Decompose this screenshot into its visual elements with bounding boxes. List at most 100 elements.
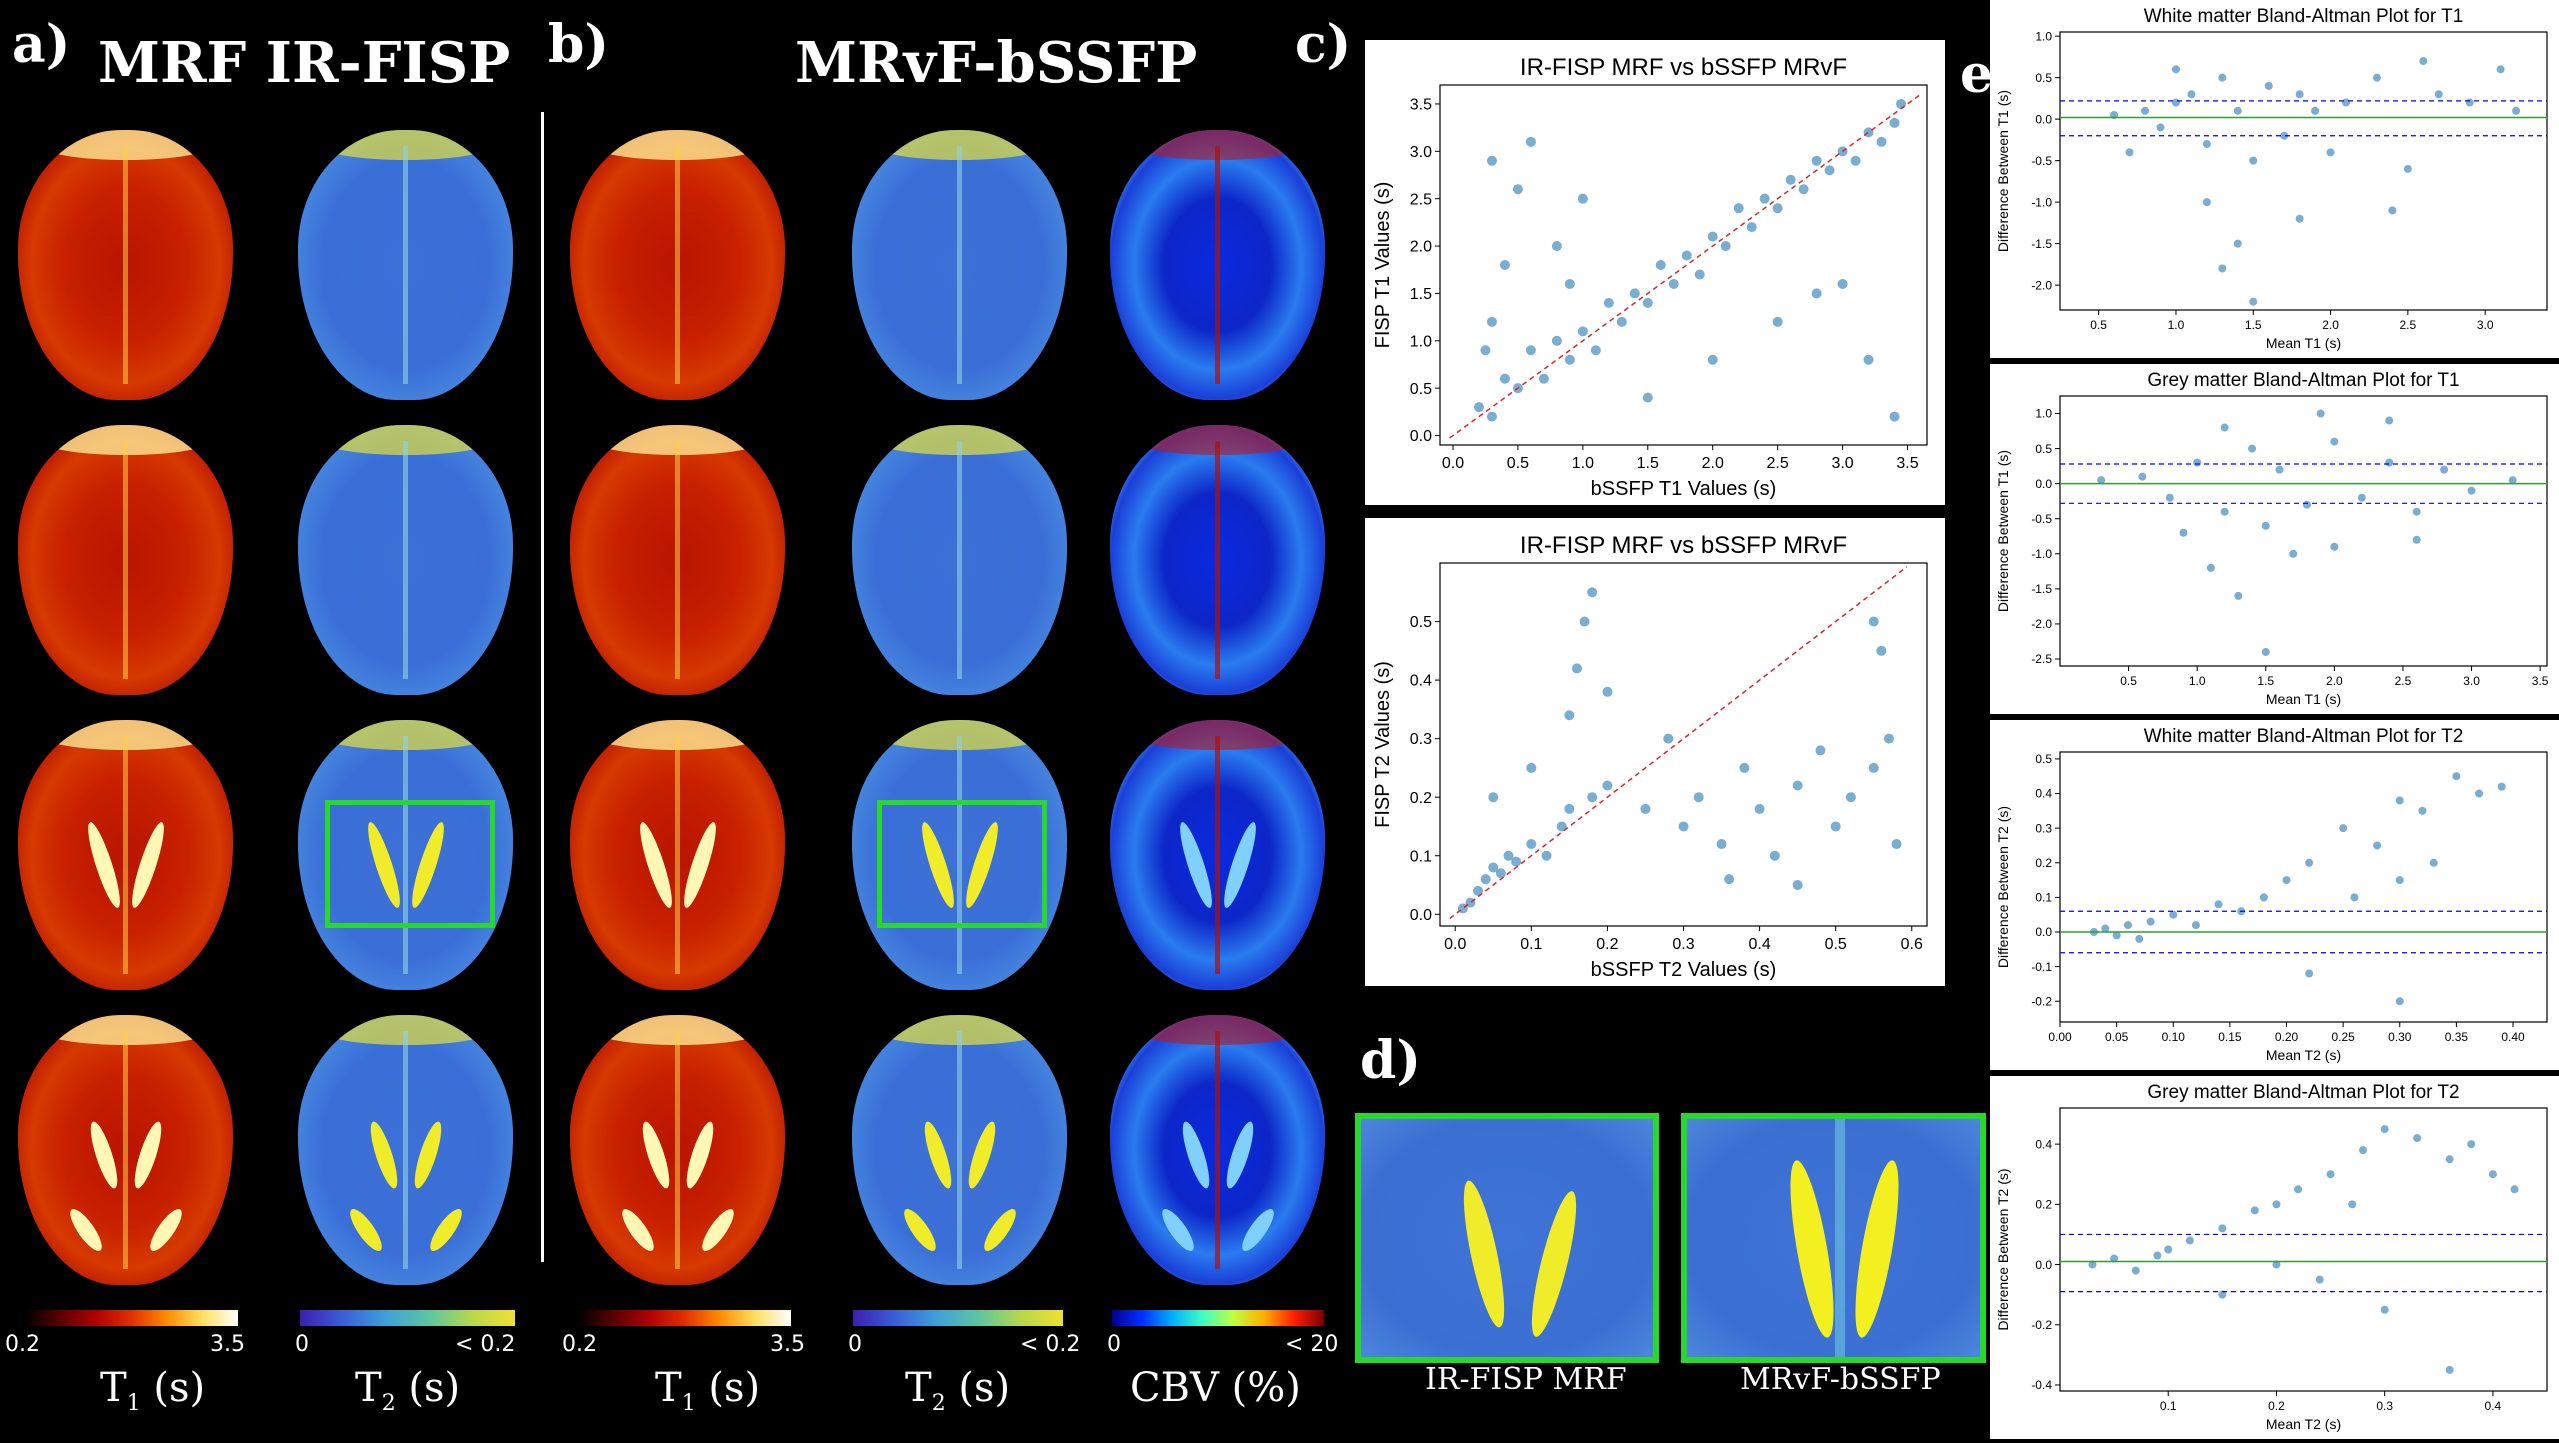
brain-midline-fissure [403, 441, 408, 679]
data-point [2110, 1254, 2119, 1263]
brain-ventricle-posterior [1237, 1204, 1279, 1256]
x-tick-label: 0.20 [2275, 1030, 2299, 1044]
data-point [2275, 465, 2284, 474]
plot-frame [1439, 84, 1928, 446]
roi-box-b [877, 800, 1047, 928]
data-point [2135, 934, 2144, 943]
data-point [2233, 106, 2242, 115]
data-point [2191, 921, 2200, 930]
data-point [1499, 373, 1510, 384]
y-tick-label: 0.0 [2035, 925, 2052, 939]
data-point [1488, 862, 1499, 873]
brain-midline-fissure [123, 736, 128, 974]
data-point [1889, 411, 1900, 422]
data-point [1868, 762, 1879, 773]
x-tick-label: 2.0 [2326, 674, 2343, 688]
data-point [2311, 106, 2320, 115]
data-point [1811, 155, 1822, 166]
data-point [2206, 563, 2215, 572]
t2-colorbar-a-max: < 0.2 [455, 1332, 516, 1357]
data-point [2359, 1146, 2368, 1155]
cbv-colorbar-min: 0 [1107, 1332, 1121, 1357]
y-axis-label: Difference Between T2 (s) [1995, 1168, 2011, 1330]
ba-gm-t2-svg: Grey matter Bland-Altman Plot for T2 Mean… [1995, 1082, 2548, 1432]
x-tick-label: 0.05 [2105, 1030, 2129, 1044]
data-point [1716, 839, 1727, 850]
brain-ventricle [634, 819, 678, 911]
x-tick-label: 0.4 [2485, 1399, 2502, 1413]
data-point [1511, 856, 1522, 867]
data-point [1830, 821, 1841, 832]
x-tick-label: 1.0 [2168, 318, 2185, 332]
data-point [1577, 193, 1588, 204]
data-point [2233, 239, 2242, 248]
x-axis-label: bSSFP T1 Values (s) [1591, 478, 1777, 500]
data-point [1668, 278, 1679, 289]
data-point [2357, 493, 2366, 502]
roi-box-a [325, 800, 495, 928]
data-point [2171, 98, 2180, 107]
x-tick-label: 0.5 [1507, 455, 1529, 472]
zoom-bssfp [1681, 1113, 1986, 1363]
data-point [1577, 326, 1588, 337]
y-tick-label: 3.5 [1410, 97, 1432, 114]
cbv-unit: CBV (%) [1130, 1365, 1301, 1411]
data-point [2101, 924, 2110, 933]
plot-data-group [2060, 772, 2547, 1006]
t1-colorbar-b-max: 3.5 [770, 1332, 805, 1357]
data-point [1556, 821, 1567, 832]
y-tick-label: 0.5 [1410, 614, 1432, 631]
y-tick-label: 1.0 [1410, 333, 1432, 350]
y-tick-label: 2.0 [1410, 239, 1432, 256]
data-point [2372, 73, 2381, 82]
data-point [1564, 278, 1575, 289]
data-point [1868, 616, 1879, 627]
brain-ventricle [1174, 819, 1218, 911]
t2-map-a-slice-2 [298, 425, 513, 695]
data-point [1579, 616, 1590, 627]
data-point [2305, 969, 2314, 978]
t1-colorbar-b [578, 1310, 791, 1326]
t2-colorbar-b-min: 0 [848, 1332, 862, 1357]
t2-map-b-slice-2 [852, 425, 1067, 695]
data-point [2185, 1236, 2194, 1245]
data-point [2280, 131, 2289, 140]
brain-ventricle-posterior [899, 1204, 941, 1256]
data-point [1590, 345, 1601, 356]
data-point [2315, 1275, 2324, 1284]
brain-ventricle [637, 1119, 675, 1191]
brain-ventricle [1221, 1119, 1259, 1191]
data-point [2261, 647, 2270, 656]
y-tick-label: -1.0 [2031, 547, 2052, 561]
y-tick-label: 0.5 [2035, 442, 2052, 456]
data-point [2412, 535, 2421, 544]
t2-scatter-svg: IR-FISP MRF vs bSSFP MRvF bSSFP T2 Values… [1372, 532, 1928, 981]
t2-colorbar-a [300, 1310, 515, 1326]
zoom-left-caption: IR-FISP MRF [1425, 1362, 1627, 1397]
data-point [1525, 345, 1536, 356]
x-axis-label: Mean T2 (s) [2266, 1416, 2341, 1432]
data-point [2138, 472, 2147, 481]
t2-map-a-slice-3 [298, 720, 513, 990]
y-tick-label: 0.1 [2035, 891, 2052, 905]
t2-scatter-plot: IR-FISP MRF vs bSSFP MRvF bSSFP T2 Values… [1365, 518, 1945, 986]
t2-map-b-slice-1 [852, 130, 1067, 400]
data-point [2218, 73, 2227, 82]
data-point [2261, 521, 2270, 530]
brain-ventricle [82, 819, 126, 911]
x-tick-label: 0.5 [1825, 936, 1847, 953]
data-point [1655, 260, 1666, 270]
t2-map-a-slice-4 [298, 1015, 513, 1285]
t1-map-a-slice-4 [18, 1015, 233, 1285]
data-point [1772, 203, 1783, 214]
plot-frame [2059, 395, 2548, 667]
data-point [2220, 423, 2229, 432]
brain-midline-fissure [675, 1031, 680, 1269]
brain-midline-fissure [957, 146, 962, 384]
data-point [2330, 437, 2339, 446]
data-point [2123, 921, 2132, 930]
x-tick-label: 0.6 [1901, 936, 1923, 953]
data-point [2165, 493, 2174, 502]
data-point [2380, 1305, 2389, 1314]
data-point [2316, 409, 2325, 418]
